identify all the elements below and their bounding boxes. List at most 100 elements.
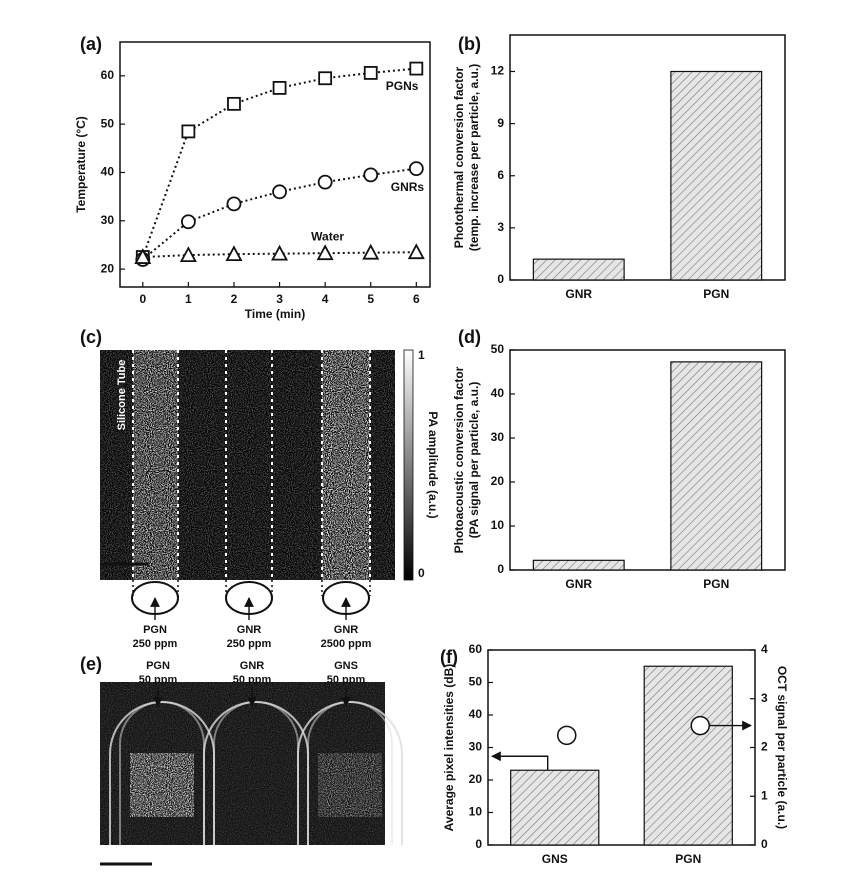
sample-concentration: 250 ppm [227,638,272,650]
sample-name: GNS [334,660,358,672]
pa-signal [133,350,178,580]
x-tick-label: 0 [139,292,146,306]
sample-concentration: 50 ppm [327,674,366,686]
pa-signal [322,350,370,580]
y-tick-label: 0 [497,562,504,576]
marker [318,71,333,86]
sample-name: GNR [334,624,359,636]
marker [316,244,334,261]
marker [363,167,379,183]
panel-label: (b) [458,34,481,54]
x-tick-label: GNR [565,577,592,591]
y2-axis-title: OCT signal per particle (a.u.) [775,666,789,829]
sample-name: PGN [143,624,167,636]
y-tick-label: 50 [491,342,505,356]
marker [134,248,152,264]
y-tick-label: 40 [491,386,505,400]
x-tick-label: PGN [675,852,701,866]
y-tick-label: 30 [469,740,483,754]
marker [408,161,424,177]
y2-tick-label: 3 [761,691,768,705]
x-tick-label: 1 [185,292,192,306]
x-tick-label: 5 [367,292,374,306]
y-tick-label: 40 [469,707,483,721]
y-axis-title: (PA signal per particle, a.u.) [467,382,481,539]
sample-name: GNR [237,624,262,636]
sample-concentration: 2500 ppm [321,638,372,650]
y-tick-label: 30 [101,213,115,227]
y-axis-title: Photothermal conversion factor [452,66,466,248]
colorbar-title: PA amplitude (a.u.) [426,411,440,518]
y-axis-title: Temperature (°C) [74,116,88,213]
marker [226,196,242,212]
sample-concentration: 250 ppm [133,638,178,650]
y-tick-label: 12 [491,64,505,78]
colorbar-tick-label: 1 [418,348,425,362]
y-axis-title: Average pixel intensities (dB) [442,664,456,832]
x-tick-label: 3 [276,292,283,306]
plot-frame [119,41,431,288]
y-tick-label: 20 [101,261,115,275]
axis-arrow [491,751,549,771]
marker [363,66,378,80]
panel-label: (d) [458,327,481,347]
x-tick-label: 6 [413,292,420,306]
marker [317,174,333,190]
sample-concentration: 50 ppm [233,674,272,686]
bar [510,769,600,846]
y-tick-label: 6 [497,168,504,182]
panel-label: (f) [440,647,458,667]
sample-name: GNR [240,660,265,672]
panel-label: (c) [80,327,102,347]
y-tick-label: 20 [469,772,483,786]
sample-name: PGN [146,660,170,672]
marker [271,244,289,261]
oct-signal [130,753,194,817]
y-tick-label: 3 [497,220,504,234]
colorbar [403,349,414,581]
marker [362,243,380,260]
series-label: PGNs [386,79,419,93]
y2-tick-label: 1 [761,788,768,802]
marker [272,184,287,200]
series-label: GNRs [391,180,425,194]
y-tick-label: 40 [101,165,115,179]
plot-frame [509,349,786,571]
y2-tick-label: 2 [761,740,768,754]
series-label: Water [311,229,344,243]
y-tick-label: 0 [497,272,504,286]
y-tick-label: 60 [101,68,115,82]
x-tick-label: 4 [322,292,329,306]
y-tick-label: 50 [101,116,115,130]
panel-label: (e) [80,654,102,674]
bar [532,258,625,281]
marker [409,61,424,76]
x-tick-label: GNS [542,852,568,866]
bar [643,665,733,846]
marker [227,96,241,111]
oct-point [690,715,710,736]
tube-label: Silicone Tube [116,360,128,431]
bar [670,70,763,281]
y-tick-label: 10 [491,518,505,532]
x-tick-label: PGN [703,287,729,301]
y-tick-label: 10 [469,805,483,819]
y-tick-label: 60 [469,642,483,656]
marker [179,246,197,263]
oct-point [557,725,577,746]
y-tick-label: 50 [469,675,483,689]
marker [181,124,196,139]
series-line [141,67,417,258]
x-tick-label: 2 [231,292,238,306]
y-tick-label: 30 [491,430,505,444]
marker [225,245,243,262]
plot-frame [509,34,786,281]
y-axis-title: (temp. increase per particle, a.u.) [467,64,481,251]
y2-tick-label: 4 [761,642,768,656]
oct-signal [318,753,382,817]
y2-tick-label: 0 [761,837,768,851]
marker [407,243,425,260]
x-tick-label: GNR [565,287,592,301]
